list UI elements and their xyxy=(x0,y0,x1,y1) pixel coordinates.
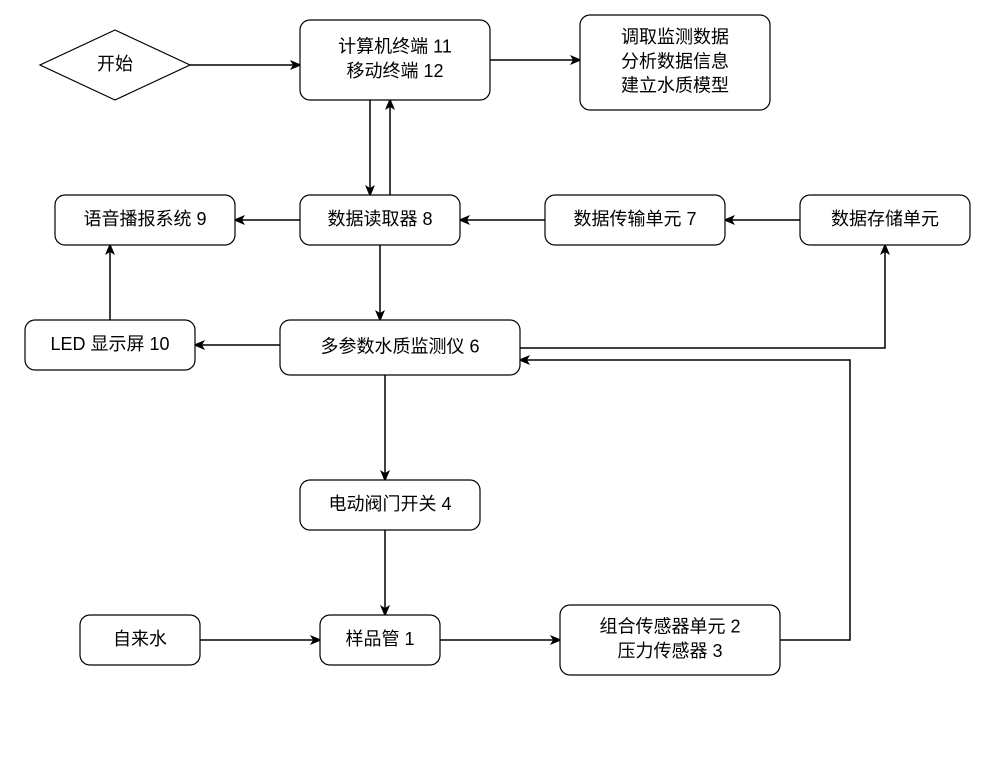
node-storage: 数据存储单元 xyxy=(800,195,970,245)
node-label: 计算机终端 11 xyxy=(338,37,452,57)
node-label: 语音播报系统 9 xyxy=(83,209,206,229)
node-label: 数据读取器 8 xyxy=(327,209,432,229)
node-label: 数据传输单元 7 xyxy=(573,209,696,229)
nodes-layer: 开始 计算机终端 11 移动终端 12 调取监测数据分析数据信息建立水质模型语音播报系… xyxy=(25,15,970,675)
node-voice: 语音播报系统 9 xyxy=(55,195,235,245)
node-led: LED 显示屏 10 xyxy=(25,320,195,370)
node-label: 多参数水质监测仪 6 xyxy=(320,336,479,356)
node-terminals: 计算机终端 11 移动终端 12 xyxy=(300,20,490,100)
node-label: LED 显示屏 10 xyxy=(50,334,169,354)
node-label: 分析数据信息 xyxy=(621,51,729,71)
flowchart-canvas: 开始 计算机终端 11 移动终端 12 调取监测数据分析数据信息建立水质模型语音播报系… xyxy=(0,0,1000,757)
node-label: 调取监测数据 xyxy=(621,27,729,47)
node-sensors: 组合传感器单元 2 压力传感器 3 xyxy=(560,605,780,675)
node-valve: 电动阀门开关 4 xyxy=(300,480,480,530)
node-label: 移动终端 12 xyxy=(346,61,443,81)
node-start: 开始 xyxy=(40,30,190,100)
node-label: 样品管 1 xyxy=(345,629,414,649)
node-reader: 数据读取器 8 xyxy=(300,195,460,245)
node-monitor: 多参数水质监测仪 6 xyxy=(280,320,520,375)
node-analysis: 调取监测数据分析数据信息建立水质模型 xyxy=(580,15,770,110)
node-label: 压力传感器 3 xyxy=(617,641,722,661)
node-sample: 样品管 1 xyxy=(320,615,440,665)
edge-10 xyxy=(520,245,885,348)
node-tapwater: 自来水 xyxy=(80,615,200,665)
node-label: 建立水质模型 xyxy=(621,76,729,96)
node-label: 数据存储单元 xyxy=(831,209,939,229)
node-label: 自来水 xyxy=(113,629,167,649)
node-dtu: 数据传输单元 7 xyxy=(545,195,725,245)
edge-15 xyxy=(520,360,850,640)
node-label: 电动阀门开关 4 xyxy=(328,494,451,514)
node-label: 开始 xyxy=(97,54,133,74)
node-label: 组合传感器单元 2 xyxy=(599,617,740,637)
